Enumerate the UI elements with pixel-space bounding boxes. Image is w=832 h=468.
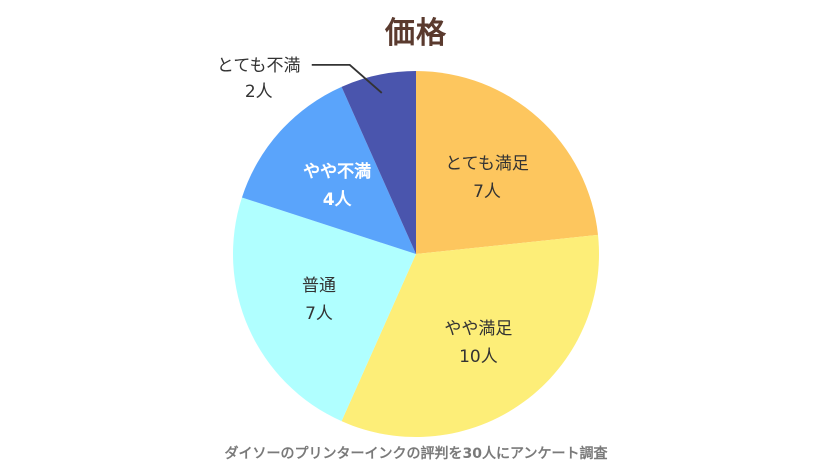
slice-category-label-somewhat-satisfied: やや満足 (444, 319, 512, 339)
leader-line-very-dissatisfied (311, 63, 383, 94)
chart-caption: ダイソーのプリンターインクの評判を30人にアンケート調査 (224, 446, 608, 462)
slice-category-label-somewhat-dissatisfied: やや不満 (303, 161, 371, 182)
slice-category-label-neutral: 普通 (302, 276, 336, 296)
slice-value-label-very-dissatisfied: 2人 (245, 82, 273, 102)
slice-category-label-very-satisfied: とても満足 (445, 154, 529, 174)
slice-value-label-somewhat-satisfied: 10人 (459, 347, 498, 367)
slice-category-label-very-dissatisfied: とても不満 (217, 56, 301, 76)
pie-slice-very-satisfied (416, 71, 598, 254)
pie-slice-somewhat-dissatisfied (241, 86, 416, 254)
chart-title: 価格 (385, 16, 447, 51)
pie-slice-somewhat-satisfied (341, 234, 599, 438)
pie-slice-neutral (233, 197, 416, 422)
slice-value-label-somewhat-dissatisfied: 4人 (323, 190, 353, 210)
pie-slice-very-dissatisfied (341, 71, 416, 254)
slice-value-label-very-satisfied: 7人 (473, 182, 501, 202)
slice-value-label-neutral: 7人 (305, 304, 333, 324)
